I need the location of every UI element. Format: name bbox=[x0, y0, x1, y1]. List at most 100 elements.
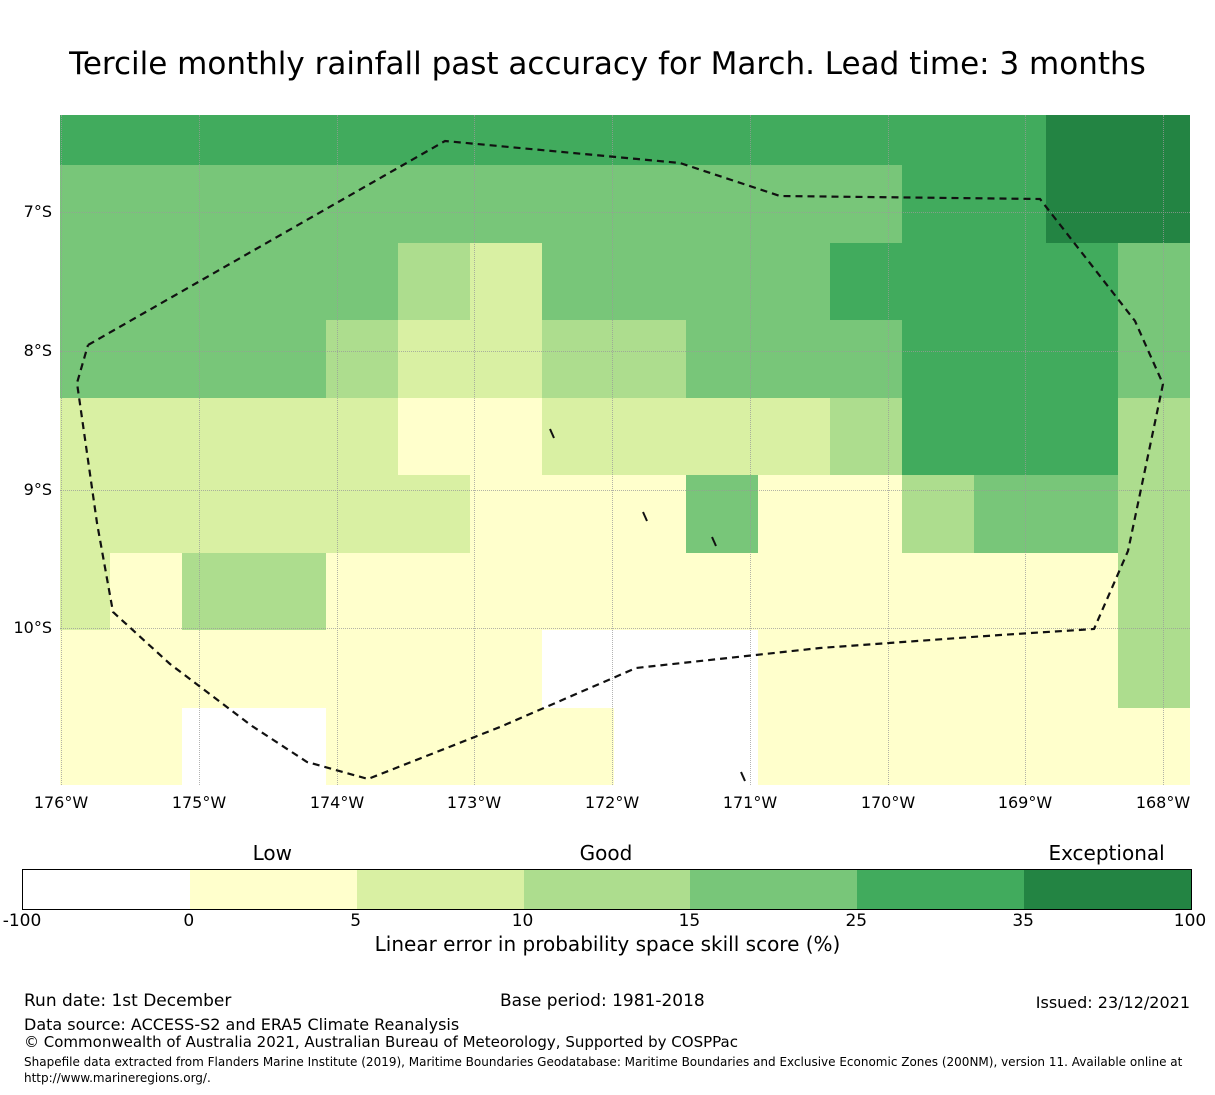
heatmap-cell bbox=[1118, 115, 1190, 165]
longitude-gridline bbox=[1025, 115, 1026, 785]
heatmap-cell bbox=[60, 475, 110, 553]
longitude-gridline bbox=[888, 115, 889, 785]
heatmap-cell bbox=[1046, 552, 1118, 630]
heatmap-cell bbox=[902, 707, 974, 785]
colorbar-category-label: Exceptional bbox=[1048, 841, 1165, 865]
heatmap-cell bbox=[758, 397, 830, 475]
heatmap-cell bbox=[1118, 165, 1190, 243]
heatmap-cell bbox=[614, 552, 686, 630]
colorbar-segment bbox=[857, 870, 1025, 909]
heatmap-cell bbox=[398, 552, 470, 630]
heatmap-cell bbox=[614, 320, 686, 398]
heatmap-cell bbox=[614, 242, 686, 320]
heatmap-cell bbox=[254, 707, 326, 785]
heatmap-cell bbox=[758, 630, 830, 708]
heatmap-cell bbox=[110, 552, 182, 630]
heatmap-cell bbox=[1046, 397, 1118, 475]
heatmap-cell bbox=[60, 707, 110, 785]
colorbar-tick-label: 10 bbox=[511, 911, 534, 931]
heatmap-cell bbox=[686, 475, 758, 553]
heatmap-cell bbox=[398, 630, 470, 708]
heatmap-cell bbox=[686, 552, 758, 630]
x-tick-label: 172°W bbox=[584, 793, 640, 812]
x-tick-label: 168°W bbox=[1135, 793, 1191, 812]
longitude-gridline bbox=[337, 115, 338, 785]
x-tick-label: 170°W bbox=[860, 793, 916, 812]
colorbar-segment bbox=[189, 870, 357, 909]
longitude-gridline bbox=[750, 115, 751, 785]
heatmap-cell bbox=[110, 630, 182, 708]
heatmap-cell bbox=[614, 475, 686, 553]
heatmap-cell bbox=[182, 397, 254, 475]
heatmap-cell bbox=[686, 115, 758, 165]
colorbar-tick-label: 15 bbox=[678, 911, 701, 931]
heatmap-cell bbox=[758, 242, 830, 320]
latitude-gridline bbox=[60, 351, 1190, 352]
colorbar bbox=[22, 869, 1192, 910]
heatmap-cell bbox=[758, 707, 830, 785]
colorbar-tick-label: 100 bbox=[1173, 911, 1207, 931]
heatmap-cell bbox=[614, 630, 686, 708]
heatmap-cell bbox=[1046, 630, 1118, 708]
heatmap-cell bbox=[254, 115, 326, 165]
colorbar-tick-label: -100 bbox=[2, 911, 42, 931]
heatmap-cell bbox=[182, 320, 254, 398]
heatmap-cell bbox=[1118, 397, 1190, 475]
heatmap-cell bbox=[614, 115, 686, 165]
heatmap-cell bbox=[470, 552, 542, 630]
heatmap-cell bbox=[254, 552, 326, 630]
heatmap-cell bbox=[686, 242, 758, 320]
heatmap-cell bbox=[758, 320, 830, 398]
heatmap-cell bbox=[686, 630, 758, 708]
heatmap-cell bbox=[830, 552, 902, 630]
heatmap-cell bbox=[470, 165, 542, 243]
chart-title: Tercile monthly rainfall past accuracy f… bbox=[69, 46, 1146, 82]
heatmap-cell bbox=[254, 320, 326, 398]
heatmap-cell bbox=[110, 165, 182, 243]
heatmap-cell bbox=[974, 630, 1046, 708]
heatmap-cell bbox=[542, 552, 614, 630]
heatmap-cell bbox=[614, 165, 686, 243]
data-source-text: Data source: ACCESS-S2 and ERA5 Climate … bbox=[24, 1015, 460, 1034]
heatmap-cell bbox=[830, 707, 902, 785]
heatmap-cell bbox=[182, 242, 254, 320]
heatmap-cell bbox=[254, 165, 326, 243]
longitude-gridline bbox=[199, 115, 200, 785]
heatmap-cell bbox=[830, 630, 902, 708]
heatmap-cell bbox=[830, 320, 902, 398]
heatmap-cell bbox=[60, 630, 110, 708]
heatmap-cell bbox=[542, 397, 614, 475]
heatmap-cell bbox=[974, 397, 1046, 475]
heatmap-cell bbox=[758, 165, 830, 243]
heatmap-cell bbox=[182, 165, 254, 243]
issued-date-text: Issued: 23/12/2021 bbox=[1035, 993, 1190, 1012]
heatmap-cell bbox=[182, 630, 254, 708]
heatmap-cell bbox=[398, 115, 470, 165]
longitude-gridline bbox=[612, 115, 613, 785]
heatmap-cell bbox=[830, 242, 902, 320]
heatmap-cell bbox=[542, 707, 614, 785]
heatmap-cell bbox=[1046, 242, 1118, 320]
x-tick-label: 171°W bbox=[722, 793, 778, 812]
heatmap-cell bbox=[470, 475, 542, 553]
heatmap-cell bbox=[758, 115, 830, 165]
heatmap-cell bbox=[1046, 115, 1118, 165]
colorbar-segment bbox=[23, 870, 190, 909]
heatmap-cell bbox=[902, 552, 974, 630]
heatmap-cell bbox=[542, 242, 614, 320]
heatmap-cell bbox=[542, 320, 614, 398]
latitude-gridline bbox=[60, 628, 1190, 629]
heatmap-cell bbox=[470, 242, 542, 320]
heatmap-cell bbox=[1118, 630, 1190, 708]
heatmap-cell bbox=[110, 242, 182, 320]
heatmap-cell bbox=[686, 165, 758, 243]
heatmap-cell bbox=[470, 707, 542, 785]
heatmap-cell bbox=[60, 320, 110, 398]
heatmap-cell bbox=[686, 707, 758, 785]
heatmap-cell bbox=[60, 242, 110, 320]
copyright-text: © Commonwealth of Australia 2021, Austra… bbox=[24, 1033, 738, 1051]
heatmap-cell bbox=[398, 475, 470, 553]
colorbar-axis-label: Linear error in probability space skill … bbox=[374, 932, 841, 956]
heatmap-cell bbox=[830, 165, 902, 243]
